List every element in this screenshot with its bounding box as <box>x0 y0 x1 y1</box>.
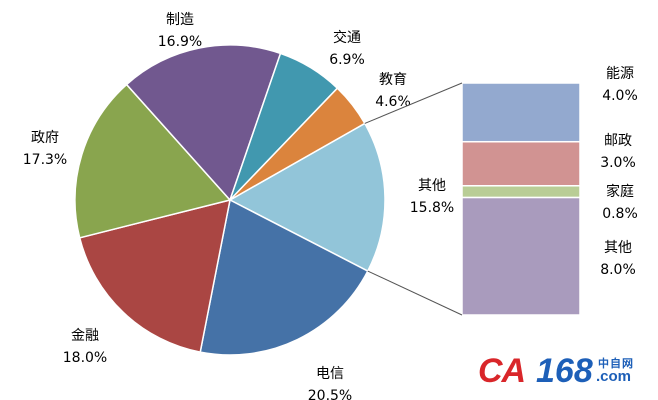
connector-line <box>364 82 463 124</box>
slice-value-label: 18.0% <box>63 350 107 366</box>
logo-cn: 中自网 <box>598 357 634 370</box>
pie-slice <box>125 44 282 202</box>
bar-segment <box>461 82 581 143</box>
slice-value-label: 17.3% <box>23 152 67 168</box>
slice-value-label: 16.9% <box>158 34 202 50</box>
slice-name-label: 制造 <box>166 12 194 28</box>
logo-number: 168 <box>536 352 593 390</box>
bar-name-label: 邮政 <box>604 133 632 149</box>
pie-slice <box>228 122 386 273</box>
bar-segment <box>461 196 581 316</box>
pie-slice <box>229 87 366 201</box>
logo-brand: CA <box>478 352 526 390</box>
slice-value-label: 20.5% <box>308 388 352 400</box>
bar-value-label: 3.0% <box>600 155 636 171</box>
bar-name-label: 家庭 <box>606 183 634 200</box>
bar-name-label: 能源 <box>606 66 634 82</box>
slice-value-label: 6.9% <box>329 52 365 68</box>
slice-name-label: 其他 <box>418 178 446 194</box>
slice-name-label: 政府 <box>31 130 59 146</box>
pie-slice <box>199 198 369 356</box>
bar-value-label: 8.0% <box>600 262 636 278</box>
bar-value-label: 4.0% <box>602 88 638 104</box>
slice-value-label: 4.6% <box>375 94 411 110</box>
slice-value-label: 15.8% <box>410 200 454 216</box>
pie-slice <box>78 198 231 353</box>
slice-name-label: 金融 <box>71 328 99 344</box>
logo-domain: .com <box>596 368 632 385</box>
bar-segment <box>461 185 581 199</box>
slice-name-label: 电信 <box>316 366 344 382</box>
slice-name-label: 教育 <box>379 72 407 88</box>
slice-name-label: 交通 <box>333 29 361 46</box>
pie-slice <box>74 83 232 239</box>
bar-name-label: 其他 <box>604 240 632 256</box>
connector-line <box>367 270 463 316</box>
logo: CA 168 中自网 .com <box>478 352 648 392</box>
bar-value-label: 0.8% <box>602 206 638 222</box>
bar-segment <box>461 140 581 187</box>
